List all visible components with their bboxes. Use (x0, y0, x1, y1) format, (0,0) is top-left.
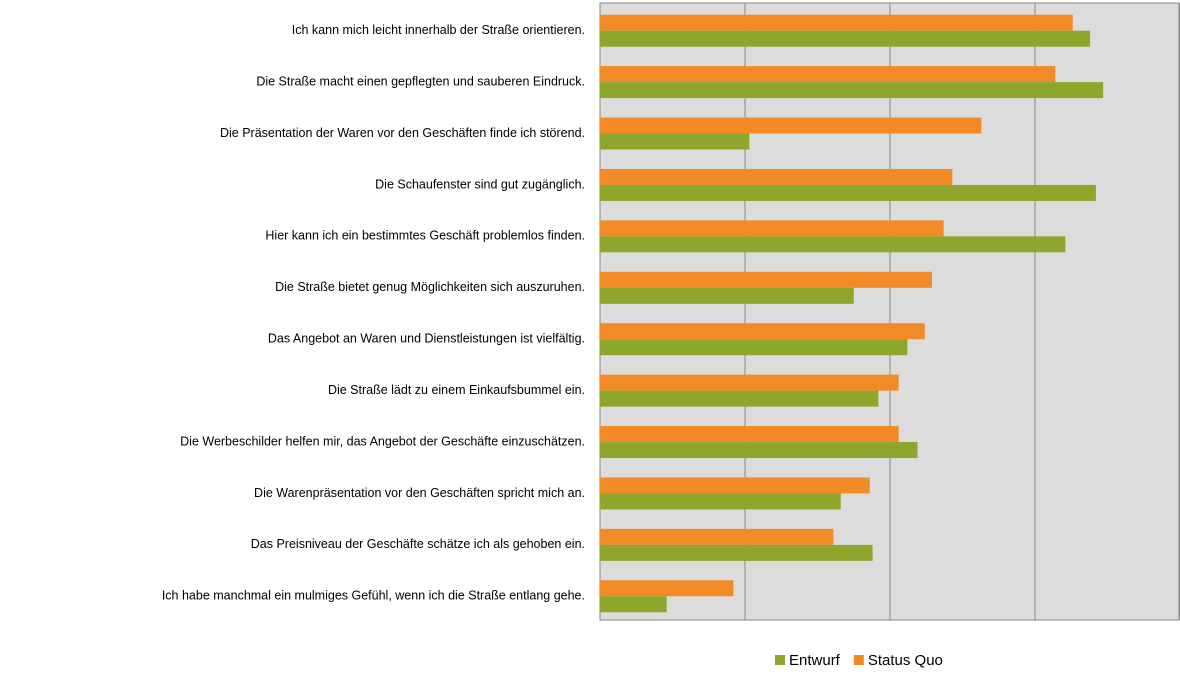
bar (600, 184, 1096, 201)
y-tick-label: Ich kann mich leicht innerhalb der Straß… (292, 23, 585, 37)
bar (600, 426, 899, 443)
bar (600, 30, 1091, 47)
bar (600, 287, 854, 304)
bar (600, 117, 982, 134)
y-tick-label: Die Straße lädt zu einem Einkaufsbummel … (328, 383, 585, 397)
bar (600, 544, 873, 561)
bar (600, 168, 953, 185)
y-tick-label: Die Straße bietet genug Möglichkeiten si… (275, 280, 585, 294)
y-tick-label: Ich habe manchmal ein mulmiges Gefühl, w… (162, 589, 585, 603)
bar (600, 390, 879, 407)
bar (600, 323, 925, 340)
bar (600, 374, 899, 391)
bar (600, 493, 841, 510)
bar (600, 580, 734, 597)
y-tick-label: Die Warenpräsentation vor den Geschäften… (254, 486, 585, 500)
bar (600, 220, 944, 237)
bar (600, 339, 908, 356)
bar (600, 82, 1104, 99)
y-tick-label: Hier kann ich ein bestimmtes Geschäft pr… (265, 229, 585, 243)
bar (600, 14, 1073, 31)
bar (600, 442, 918, 459)
y-tick-label: Die Werbeschilder helfen mir, das Angebo… (180, 434, 585, 448)
legend-swatch (853, 655, 864, 665)
bar (600, 236, 1066, 253)
legend-label: Entwurf (789, 652, 841, 669)
bar (600, 133, 750, 150)
bar (600, 528, 834, 545)
y-tick-label: Die Präsentation der Waren vor den Gesch… (220, 126, 585, 140)
y-tick-label: Die Straße macht einen gepflegten und sa… (256, 74, 585, 88)
y-tick-label: Das Preisniveau der Geschäfte schätze ic… (251, 537, 585, 551)
bar (600, 66, 1056, 83)
legend-label: Status Quo (868, 652, 943, 669)
legend-swatch (775, 655, 785, 665)
bar (600, 477, 870, 494)
bar (600, 596, 667, 613)
y-tick-label: Die Schaufenster sind gut zugänglich. (375, 177, 585, 191)
y-tick-label: Das Angebot an Waren und Dienstleistunge… (268, 332, 585, 346)
bar (600, 271, 933, 288)
